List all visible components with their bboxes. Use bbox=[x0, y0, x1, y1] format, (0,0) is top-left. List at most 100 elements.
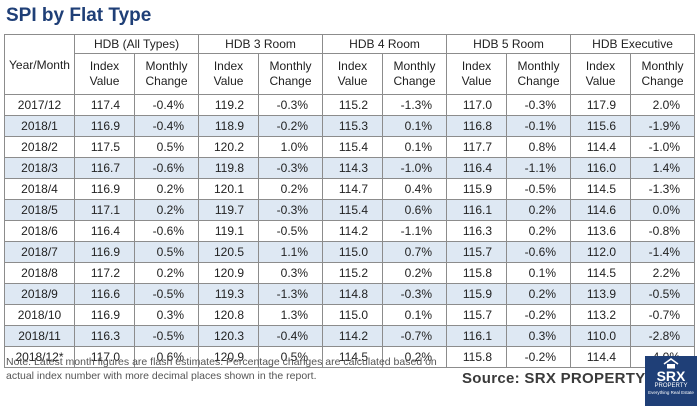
index-value-cell: 112.0 bbox=[570, 241, 632, 263]
monthly-change-cell: -0.7% bbox=[382, 325, 448, 347]
index-value-cell: 115.8 bbox=[446, 346, 508, 368]
spi-table: Year/Month HDB (All Types) HDB 3 Room HD… bbox=[4, 34, 696, 368]
index-value-cell: 116.1 bbox=[446, 325, 508, 347]
logo-brand: SRX bbox=[656, 368, 686, 384]
index-value-cell: 115.7 bbox=[446, 241, 508, 263]
table-row: 2018/7 116.9 0.5% 120.5 1.1% 115.0 0.7% 115.7 -0… bbox=[4, 241, 696, 263]
index-value-cell: 115.2 bbox=[322, 94, 384, 116]
monthly-change-cell: 0.2% bbox=[133, 262, 200, 284]
index-value-cell: 117.9 bbox=[570, 94, 632, 116]
monthly-change-header: Monthly Change bbox=[258, 53, 324, 95]
month-cell: 2018/4 bbox=[4, 178, 75, 200]
index-value-cell: 117.2 bbox=[74, 262, 135, 284]
monthly-change-cell: -1.9% bbox=[630, 115, 696, 137]
month-cell: 2018/11 bbox=[4, 325, 75, 347]
month-cell: 2018/12* bbox=[4, 346, 75, 368]
index-value-cell: 110.0 bbox=[570, 325, 632, 347]
month-cell: 2017/12 bbox=[4, 94, 75, 116]
index-value-cell: 114.5 bbox=[322, 346, 384, 368]
monthly-change-cell: -0.4% bbox=[133, 115, 200, 137]
monthly-change-cell: 1.0% bbox=[258, 136, 324, 158]
group-header: HDB 3 Room bbox=[198, 34, 324, 54]
index-value-cell: 117.1 bbox=[74, 199, 135, 221]
group-header: HDB Executive bbox=[570, 34, 696, 54]
index-value-cell: 119.2 bbox=[198, 94, 260, 116]
page-title: SPI by Flat Type bbox=[6, 5, 152, 26]
month-cell: 2018/5 bbox=[4, 199, 75, 221]
monthly-change-cell: 0.5% bbox=[258, 346, 324, 368]
month-cell: 2018/2 bbox=[4, 136, 75, 158]
index-value-header: Index Value bbox=[74, 53, 135, 95]
month-cell: 2018/7 bbox=[4, 241, 75, 263]
monthly-change-cell: -0.5% bbox=[133, 283, 200, 305]
index-value-cell: 118.9 bbox=[198, 115, 260, 137]
index-value-cell: 115.4 bbox=[322, 136, 384, 158]
monthly-change-cell: -0.5% bbox=[506, 178, 572, 200]
monthly-change-cell: 0.2% bbox=[506, 283, 572, 305]
index-value-cell: 116.0 bbox=[570, 157, 632, 179]
index-value-cell: 114.5 bbox=[570, 262, 632, 284]
monthly-change-cell: -1.3% bbox=[258, 283, 324, 305]
index-value-cell: 114.6 bbox=[570, 199, 632, 221]
index-value-cell: 113.2 bbox=[570, 304, 632, 326]
index-value-cell: 116.4 bbox=[74, 220, 135, 242]
index-value-cell: 114.3 bbox=[322, 157, 384, 179]
logo-sub: PROPERTY bbox=[654, 383, 688, 389]
monthly-change-cell: 1.3% bbox=[258, 304, 324, 326]
monthly-change-cell: 0.6% bbox=[382, 199, 448, 221]
monthly-change-cell: 1.1% bbox=[258, 241, 324, 263]
monthly-change-cell: 0.1% bbox=[506, 262, 572, 284]
index-value-header: Index Value bbox=[570, 53, 632, 95]
logo-tagline: Everything Real Estate bbox=[648, 390, 694, 395]
monthly-change-header: Monthly Change bbox=[630, 53, 696, 95]
monthly-change-cell: 0.6% bbox=[133, 346, 200, 368]
index-value-cell: 116.7 bbox=[74, 157, 135, 179]
monthly-change-cell: 0.2% bbox=[133, 199, 200, 221]
index-value-cell: 120.8 bbox=[198, 304, 260, 326]
monthly-change-cell: 2.2% bbox=[630, 262, 696, 284]
index-value-header: Index Value bbox=[446, 53, 508, 95]
index-value-cell: 116.3 bbox=[74, 325, 135, 347]
index-value-cell: 120.2 bbox=[198, 136, 260, 158]
monthly-change-cell: -0.6% bbox=[133, 157, 200, 179]
index-value-cell: 120.5 bbox=[198, 241, 260, 263]
month-cell: 2018/10 bbox=[4, 304, 75, 326]
index-value-cell: 115.3 bbox=[322, 115, 384, 137]
monthly-change-cell: -0.5% bbox=[258, 220, 324, 242]
monthly-change-cell: 0.2% bbox=[506, 220, 572, 242]
monthly-change-cell: -0.2% bbox=[506, 346, 572, 368]
index-value-cell: 116.1 bbox=[446, 199, 508, 221]
monthly-change-cell: 0.5% bbox=[133, 241, 200, 263]
index-value-cell: 117.7 bbox=[446, 136, 508, 158]
group-header: HDB 5 Room bbox=[446, 34, 572, 54]
monthly-change-cell: -1.3% bbox=[382, 94, 448, 116]
index-value-cell: 115.9 bbox=[446, 178, 508, 200]
table-row: 2018/3 116.7 -0.6% 119.8 -0.3% 114.3 -1.0% 116.… bbox=[4, 157, 696, 179]
monthly-change-cell: -0.4% bbox=[133, 94, 200, 116]
group-header-row: Year/Month HDB (All Types) HDB 3 Room HD… bbox=[4, 34, 696, 95]
index-value-cell: 114.4 bbox=[570, 136, 632, 158]
monthly-change-cell: 0.2% bbox=[258, 178, 324, 200]
index-value-cell: 119.8 bbox=[198, 157, 260, 179]
monthly-change-cell: 0.2% bbox=[506, 199, 572, 221]
index-value-cell: 117.4 bbox=[74, 94, 135, 116]
index-value-cell: 114.8 bbox=[322, 283, 384, 305]
index-value-cell: 114.7 bbox=[322, 178, 384, 200]
monthly-change-cell: 0.3% bbox=[258, 262, 324, 284]
index-value-cell: 119.1 bbox=[198, 220, 260, 242]
table-row: 2018/8 117.2 0.2% 120.9 0.3% 115.2 0.2% 115.8 0.… bbox=[4, 262, 696, 284]
index-value-cell: 119.3 bbox=[198, 283, 260, 305]
index-value-cell: 114.5 bbox=[570, 178, 632, 200]
index-value-cell: 116.9 bbox=[74, 115, 135, 137]
monthly-change-cell: -0.3% bbox=[258, 199, 324, 221]
table-row: 2018/5 117.1 0.2% 119.7 -0.3% 115.4 0.6% 116.1 0… bbox=[4, 199, 696, 221]
monthly-change-cell: -0.3% bbox=[506, 94, 572, 116]
monthly-change-cell: 1.4% bbox=[630, 157, 696, 179]
index-value-cell: 116.9 bbox=[74, 241, 135, 263]
monthly-change-cell: 0.1% bbox=[382, 115, 448, 137]
index-value-cell: 120.9 bbox=[198, 262, 260, 284]
monthly-change-cell: -0.8% bbox=[630, 220, 696, 242]
monthly-change-cell: -1.4% bbox=[630, 241, 696, 263]
table-row: 2018/11 116.3 -0.5% 120.3 -0.4% 114.2 -0.7% 116… bbox=[4, 325, 696, 347]
index-value-cell: 115.9 bbox=[446, 283, 508, 305]
